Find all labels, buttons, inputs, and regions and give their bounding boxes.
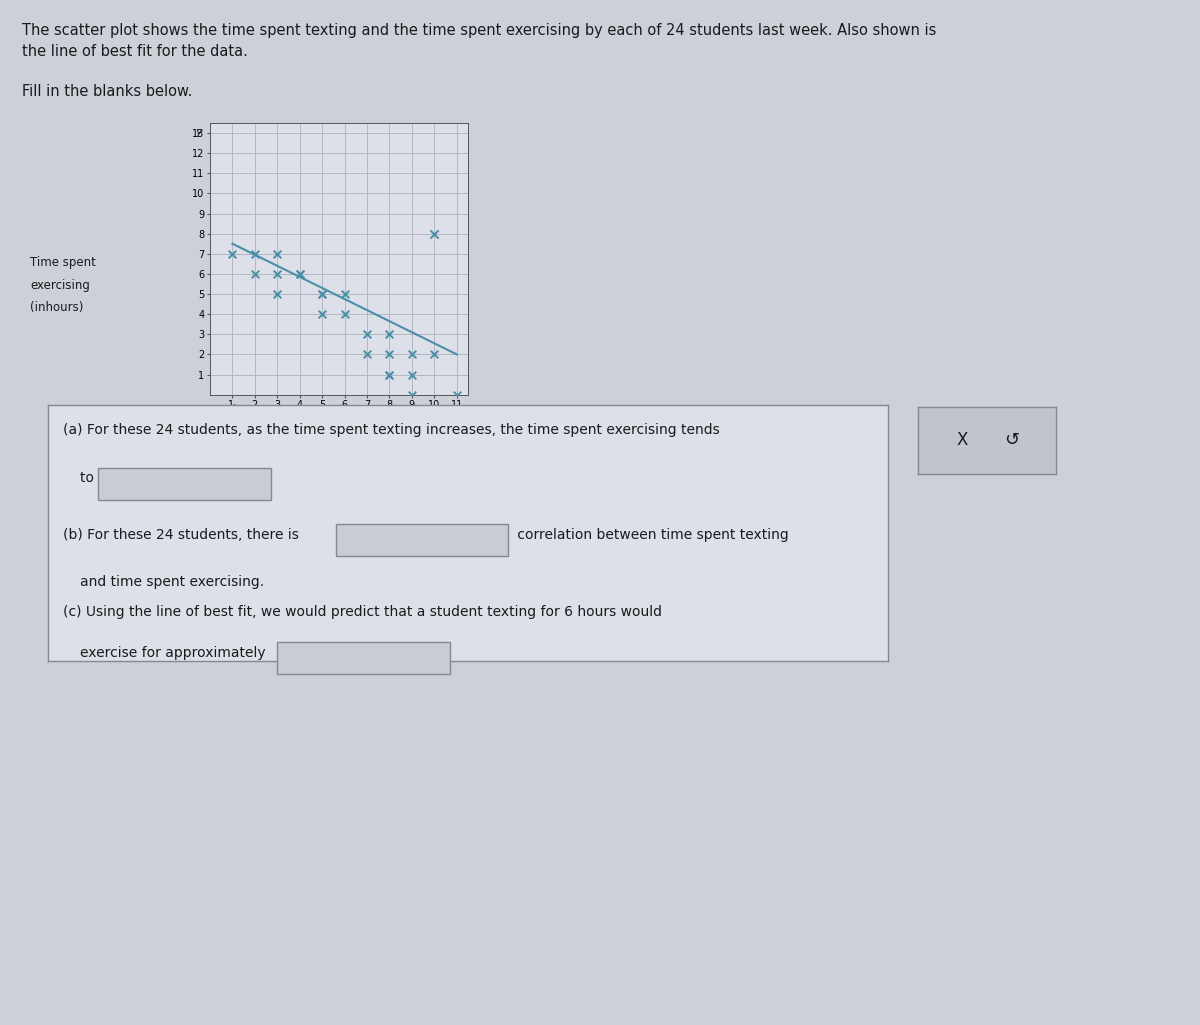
Point [380, 366, 400, 382]
Point [335, 286, 354, 302]
Text: The scatter plot shows the time spent texting and the time spent exercising by e: The scatter plot shows the time spent te… [22, 23, 936, 58]
Point [448, 386, 467, 403]
Text: (a) For these 24 students, as the time spent texting increases, the time spent e: (a) For these 24 students, as the time s… [64, 422, 720, 437]
Text: (Choose one)  ▼: (Choose one) ▼ [106, 472, 217, 486]
FancyBboxPatch shape [98, 467, 271, 500]
Text: Fill in the blanks below.: Fill in the blanks below. [22, 84, 192, 99]
Point [312, 286, 331, 302]
Text: and time spent exercising.: and time spent exercising. [80, 575, 264, 589]
Text: to: to [80, 472, 98, 486]
Text: (b) For these 24 students, there is: (b) For these 24 students, there is [64, 528, 304, 542]
Point [245, 246, 264, 262]
Text: X: X [956, 432, 968, 449]
Point [358, 346, 377, 363]
Point [402, 366, 421, 382]
Point [335, 305, 354, 322]
Point [380, 366, 400, 382]
Text: correlation between time spent texting: correlation between time spent texting [512, 528, 788, 542]
Point [402, 346, 421, 363]
Point [312, 305, 331, 322]
Point [290, 265, 310, 282]
Point [268, 246, 287, 262]
Text: x: x [468, 424, 475, 435]
Text: y: y [196, 127, 202, 137]
Point [358, 326, 377, 342]
Text: exercise for approximately: exercise for approximately [80, 646, 270, 660]
Point [402, 386, 421, 403]
FancyBboxPatch shape [336, 524, 509, 556]
Text: (Choose one)  ▼: (Choose one) ▼ [284, 646, 396, 660]
Point [425, 226, 444, 242]
Text: (inhours): (inhours) [30, 301, 83, 315]
Point [425, 346, 444, 363]
Point [223, 246, 242, 262]
Point [290, 265, 310, 282]
Text: exercising: exercising [30, 279, 90, 292]
Point [268, 265, 287, 282]
Point [380, 346, 400, 363]
FancyBboxPatch shape [277, 642, 450, 674]
Point [268, 286, 287, 302]
Text: (c) Using the line of best fit, we would predict that a student texting for 6 ho: (c) Using the line of best fit, we would… [64, 605, 662, 619]
Point [245, 265, 264, 282]
X-axis label: Time spent texting
(inhours): Time spent texting (inhours) [287, 414, 391, 437]
Point [312, 286, 331, 302]
Text: (Choose one)  ▼: (Choose one) ▼ [343, 528, 455, 542]
Text: ↺: ↺ [1004, 432, 1020, 449]
Text: Time spent: Time spent [30, 256, 96, 270]
Point [380, 326, 400, 342]
